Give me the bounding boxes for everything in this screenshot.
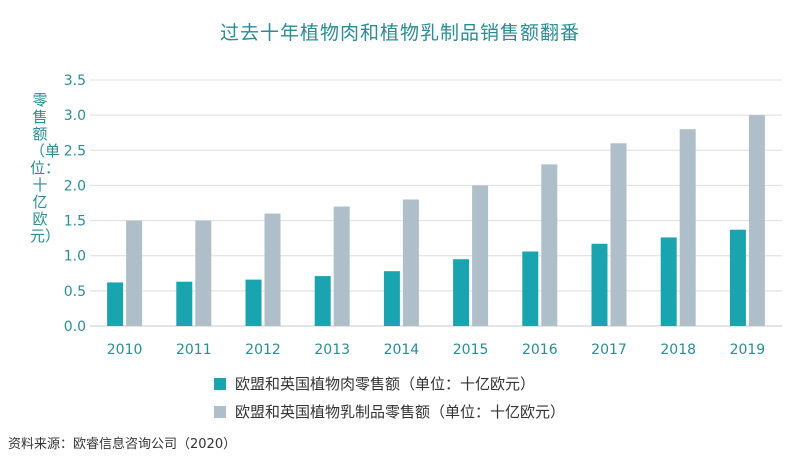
source-note: 资料来源：欧睿信息咨询公司（2020） xyxy=(8,437,237,452)
bar-plant-meat-2013 xyxy=(314,276,331,326)
bar-plant-dairy-2018 xyxy=(679,129,696,326)
x-tick-labels: 2010 2011 2012 2013 2014 2015 2016 2017 2018 2019 xyxy=(107,342,765,358)
bar-plant-meat-2016 xyxy=(522,251,539,326)
legend-label: 欧盟和英国植物肉零售额（单位：十亿欧元） xyxy=(235,375,536,393)
bar-plant-meat-2019 xyxy=(729,229,746,326)
bar-plant-dairy-2010 xyxy=(126,220,143,326)
bar-plant-dairy-2013 xyxy=(333,206,350,326)
y-tick-label: 0.0 xyxy=(64,319,86,335)
x-tick-label: 2018 xyxy=(660,342,696,358)
bars xyxy=(107,115,765,327)
y-tick-labels: 0.0 0.5 1.0 1.5 2.0 2.5 3.0 3.5 xyxy=(64,73,86,335)
gridlines xyxy=(90,79,782,327)
y-tick-label: 3.0 xyxy=(64,108,86,124)
legend-swatch xyxy=(214,377,226,390)
bar-plant-dairy-2014 xyxy=(402,199,419,326)
x-tick-label: 2019 xyxy=(730,342,766,358)
legend-item-plant-dairy: 欧盟和英国植物乳制品零售额（单位：十亿欧元） xyxy=(214,401,565,422)
y-tick-label: 2.5 xyxy=(64,143,86,159)
x-tick-label: 2012 xyxy=(245,342,281,358)
bar-plant-meat-2017 xyxy=(591,243,608,326)
bar-plant-dairy-2015 xyxy=(472,185,489,326)
bar-plant-meat-2018 xyxy=(660,237,677,326)
x-tick-label: 2017 xyxy=(591,342,627,358)
x-tick-label: 2011 xyxy=(176,342,212,358)
x-tick-label: 2013 xyxy=(314,342,350,358)
y-tick-label: 0.5 xyxy=(64,284,86,300)
y-tick-label: 3.5 xyxy=(64,73,86,89)
legend-item-plant-meat: 欧盟和英国植物肉零售额（单位：十亿欧元） xyxy=(214,373,535,394)
bar-plant-meat-2012 xyxy=(245,279,262,326)
bar-plant-dairy-2016 xyxy=(541,164,558,326)
bar-plant-meat-2011 xyxy=(176,281,193,326)
x-tick-label: 2010 xyxy=(107,342,143,358)
legend-label: 欧盟和英国植物乳制品零售额（单位：十亿欧元） xyxy=(235,403,566,421)
chart-title: 过去十年植物肉和植物乳制品销售额翻番 xyxy=(219,22,580,44)
x-tick-label: 2015 xyxy=(453,342,489,358)
bar-plant-dairy-2011 xyxy=(195,220,212,326)
x-tick-label: 2016 xyxy=(522,342,558,358)
y-tick-label: 1.0 xyxy=(64,249,86,265)
y-tick-label: 1.5 xyxy=(64,214,86,230)
bar-plant-meat-2014 xyxy=(383,271,400,326)
x-tick-label: 2014 xyxy=(384,342,420,358)
bar-plant-meat-2015 xyxy=(453,259,470,326)
y-tick-label: 2.0 xyxy=(64,178,86,194)
bar-plant-dairy-2012 xyxy=(264,213,281,326)
bar-plant-dairy-2019 xyxy=(748,115,765,327)
bar-plant-meat-2010 xyxy=(107,282,124,326)
bar-plant-dairy-2017 xyxy=(610,143,627,326)
legend-swatch xyxy=(214,405,226,418)
